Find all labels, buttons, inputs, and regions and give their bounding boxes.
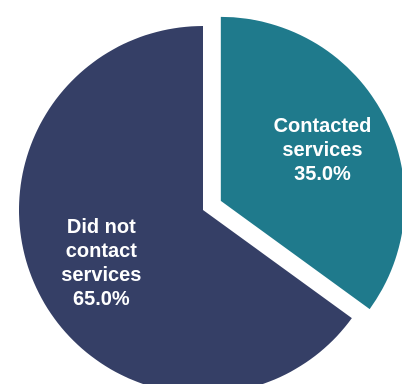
slice-label-did-not-contact-services: Did not contact services 65.0%: [61, 216, 141, 310]
pie-slice-did-not-contact-services: [19, 26, 352, 384]
slice-label-line: 65.0%: [73, 288, 130, 310]
pie-slice-contacted-services: [220, 16, 402, 310]
slice-label-line: 35.0%: [294, 163, 351, 185]
slice-label-contacted-services: Contacted services 35.0%: [274, 115, 372, 185]
slice-label-line: services: [61, 264, 141, 286]
pie-slices: [19, 16, 402, 384]
slice-label-line: Contacted: [274, 115, 372, 137]
slice-labels: Contacted services 35.0%Did not contact serv…: [61, 115, 371, 310]
slice-label-line: services: [282, 139, 362, 161]
slice-label-line: Did not: [67, 216, 136, 238]
slice-label-line: contact: [66, 240, 137, 262]
